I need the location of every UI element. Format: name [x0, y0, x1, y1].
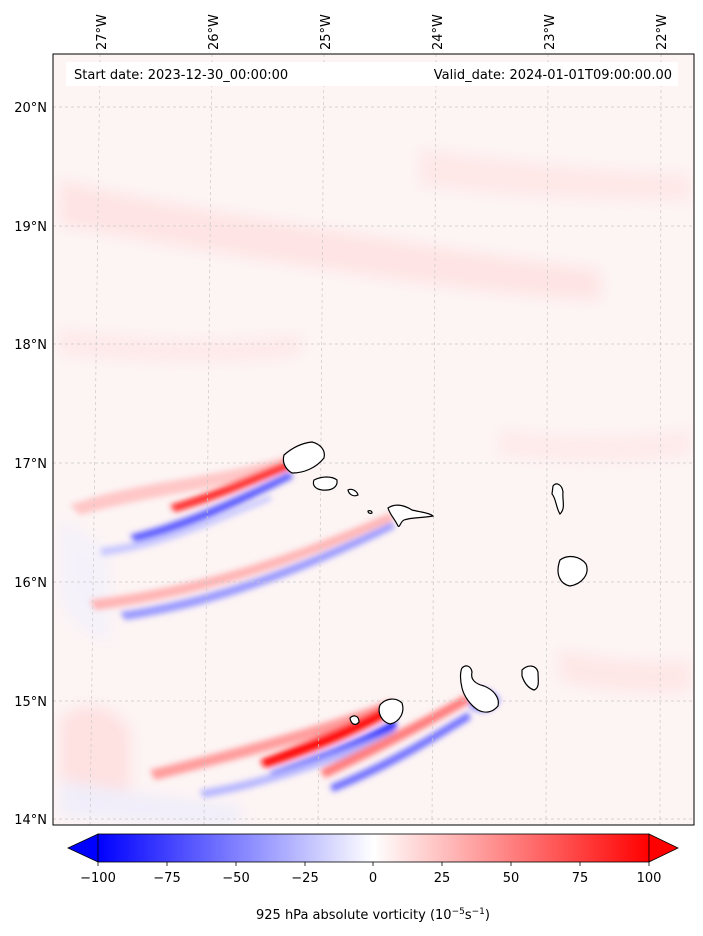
background-vorticity-patches [60, 150, 690, 825]
island-sao-nicolau [387, 504, 435, 527]
lon-tick-label: 23°W [543, 14, 558, 50]
map-frame [52, 53, 695, 826]
colorbar-max-extend [648, 833, 679, 863]
colorbar-label: 925 hPa absolute vorticity (10−5s−1) [256, 907, 490, 923]
valid-date-text: Valid_date: 2024-01-01T09:00:00.00 [434, 68, 672, 83]
colorbar-tick-label: 25 [434, 871, 451, 886]
colorbar-tick-marks [97, 862, 650, 866]
island-branco [367, 510, 373, 514]
island-santiago [459, 665, 499, 713]
lat-tick-label: 14°N [14, 813, 47, 828]
island-brava [349, 715, 360, 725]
lon-tick-label: 22°W [655, 14, 670, 50]
lat-tick-label: 18°N [14, 338, 47, 353]
longitude-tick-labels: 27°W 26°W 25°W 24°W 23°W 22°W [95, 14, 670, 50]
lon-tick-label: 27°W [95, 14, 110, 50]
latitude-tick-labels: 20°N 19°N 18°N 17°N 16°N 15°N 14°N [14, 101, 47, 828]
colorbar-tick-label: −100 [80, 871, 116, 886]
colorbar-tick-label: −75 [153, 871, 180, 886]
island-santa-luzia [347, 488, 359, 497]
island-fogo [378, 698, 404, 725]
island-santo-antao [282, 441, 325, 474]
lon-tick-label: 24°W [431, 14, 446, 50]
start-date-text: Start date: 2023-12-30_00:00:00 [74, 68, 288, 83]
date-info-box [66, 62, 678, 86]
colorbar-tick-label: 75 [572, 871, 589, 886]
colorbar-gradient [97, 833, 650, 863]
colorbar-tick-label: −50 [222, 871, 249, 886]
map-gridlines [53, 54, 694, 825]
island-boa-vista [557, 555, 588, 587]
lon-tick-label: 25°W [319, 14, 334, 50]
lat-tick-label: 19°N [14, 220, 47, 235]
island-sal [551, 483, 564, 515]
colorbar: −100 −75 −50 −25 0 25 50 75 100 925 hPa … [67, 833, 679, 923]
colorbar-min-extend [67, 833, 99, 863]
colorbar-tick-label: −25 [291, 871, 318, 886]
map-panel [53, 54, 694, 825]
lat-tick-label: 20°N [14, 101, 47, 116]
lon-tick-label: 26°W [207, 14, 222, 50]
lat-tick-label: 17°N [14, 457, 47, 472]
lat-tick-label: 15°N [14, 695, 47, 710]
colorbar-tick-label: 0 [369, 871, 377, 886]
island-sao-vicente [312, 476, 338, 491]
colorbar-tick-label: 50 [503, 871, 520, 886]
island-maio [521, 665, 539, 691]
cape-verde-islands [282, 441, 588, 725]
lat-tick-label: 16°N [14, 576, 47, 591]
colorbar-tick-label: 100 [637, 871, 662, 886]
